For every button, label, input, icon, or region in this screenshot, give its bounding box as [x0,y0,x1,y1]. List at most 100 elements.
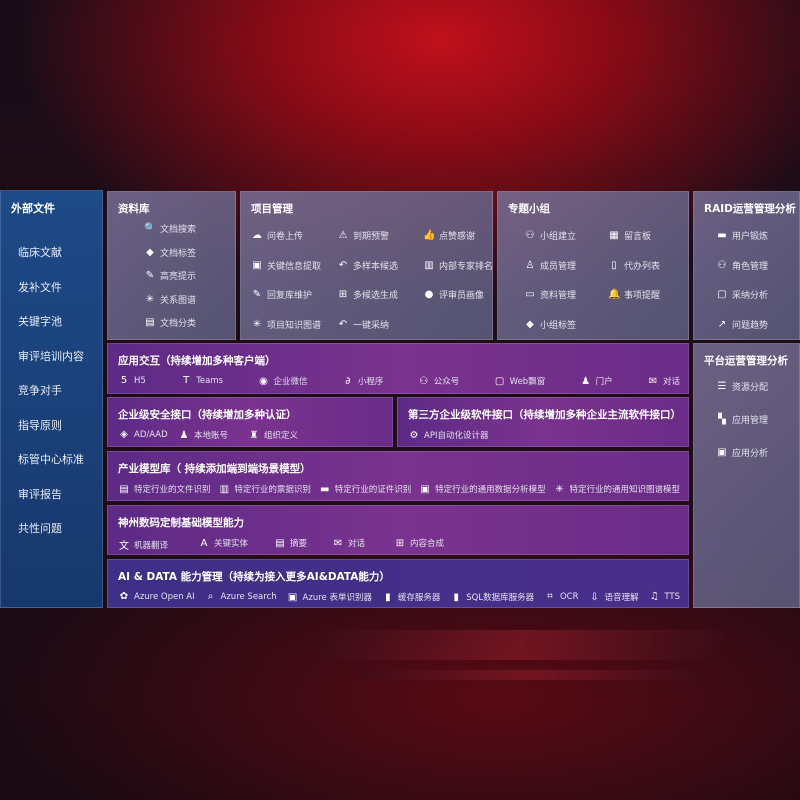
chat-icon: ✉ [333,537,343,549]
ai-item-label: 缓存服务器 [397,593,441,603]
item-回复库维护[interactable]: ✎ 回复库维护 [251,288,312,301]
item-高亮提示[interactable]: ✎ 高亮提示 [144,269,196,282]
item-Azure 表单识别器[interactable]: ▣ Azure 表单识别器 [287,591,372,604]
item-采纳分析[interactable]: ▢ 采纳分析 [716,288,768,301]
security-item-label: AD/AAD [134,429,168,440]
bell-icon: 🔔 [608,289,621,300]
item-关系图谱[interactable]: ✳ 关系图谱 [144,293,196,306]
item-AD/AAD[interactable]: ◈ AD/AAD [118,429,168,440]
item-小程序[interactable]: ∂ 小程序 [342,375,383,388]
panel-industry: 产业模型库（ 持续添加端到端场景模型） ▤ 特定行业的文件识别 ▥ 特定行业的票据识别 ▬… [107,451,689,501]
left-item[interactable]: 审评报告 [18,487,62,501]
app-item-label: 门户 [595,377,613,387]
item-特定行业的票据识别[interactable]: ▥ 特定行业的票据识别 [218,483,311,496]
project-item-label: 关键信息提取 [267,261,322,272]
item-Web飘窗[interactable]: ▢ Web飘窗 [494,375,545,388]
item-资源分配[interactable]: ☰ 资源分配 [716,380,769,393]
cache-icon: ▮ [385,591,391,603]
graph-icon: ✳ [555,483,564,495]
item-TTS[interactable]: ♫ TTS [648,591,680,602]
item-内容合成[interactable]: ⊞ 内容合成 [394,537,444,550]
industry-title: 产业模型库（ 持续添加端到端场景模型） [118,463,311,475]
item-内部专家排名[interactable]: ▥ 内部专家排名 [423,259,493,272]
panel-app: 应用交互（持续增加多种客户端） 5 H5 T Teams ◉ 企业微信 ∂ 小程序 ⚇ 公众号 ▢ We… [107,343,689,394]
left-item[interactable]: 指导原则 [18,418,62,432]
item-一键采纳[interactable]: ↶ 一键采纳 [337,318,389,331]
bbs-icon: ▦ [609,230,619,241]
left-item[interactable]: 标管中心标准 [18,453,84,466]
item-代办列表[interactable]: ▯ 代办列表 [608,259,660,272]
app-item-label: 企业微信 [273,377,308,387]
item-留言板[interactable]: ▦ 留言板 [608,229,651,242]
item-公众号[interactable]: ⚇ 公众号 [418,375,459,388]
item-关键信息提取[interactable]: ▣ 关键信息提取 [251,259,321,272]
left-item[interactable]: 临床文献 [18,246,62,259]
item-OCR[interactable]: ⌗ OCR [544,591,578,602]
item-特定行业的证件识别[interactable]: ▬ 特定行业的证件识别 [319,483,411,496]
item-特定行业的文件识别[interactable]: ▤ 特定行业的文件识别 [118,483,210,496]
item-问题趋势[interactable]: ↗ 问题趋势 [716,318,768,331]
platform-title: 平台运营管理分析 [704,355,788,367]
item-点赞感谢[interactable]: 👍 点赞感谢 [423,229,475,242]
item-API自动化设计器[interactable]: ⚙ API自动化设计器 [408,429,489,442]
panel-external-files: 外部文件临床文献发补文件关键字池审评培训内容 竞争对手指导原则标管中心标准 审评报告… [0,190,103,608]
left-item[interactable]: 发补文件 [18,280,62,294]
left-title: 外部文件 [11,202,55,215]
base-title: 神州数码定制基础模型能力 [118,517,244,529]
left-item[interactable]: 审评培训内容 [18,349,84,363]
item-摘要[interactable]: ▤ 摘要 [274,537,307,550]
item-成员管理[interactable]: ♙ 成员管理 [524,259,577,272]
item-小组建立[interactable]: ⚇ 小组建立 [524,229,577,242]
document-classify-icon: ▤ [145,317,155,328]
base-item-label: 关键实体 [214,539,249,549]
left-item[interactable]: 共性问题 [18,522,62,535]
project-item-label: 多候选生成 [353,291,399,301]
decor-bar [314,630,726,660]
left-item[interactable]: 关键字池 [18,315,62,328]
item-对话[interactable]: ✉ 对话 [647,375,680,388]
base-item-label: 对话 [348,539,366,549]
left-item[interactable]: 竞争对手 [18,384,62,397]
users-icon: ⚇ [717,259,727,271]
item-文档分类[interactable]: ▤ 文档分类 [144,316,196,329]
item-应用分析[interactable]: ▣ 应用分析 [716,446,768,459]
item-文档搜索[interactable]: 🔍 文档搜索 [144,222,196,235]
item-语音理解[interactable]: ⇩ 语音理解 [588,591,638,604]
item-评审员画像[interactable]: ● 评审员画像 [423,288,484,301]
wechat-icon: ◉ [259,375,268,387]
item-到期预警[interactable]: ⚠ 到期预警 [337,229,390,242]
third-title: 第三方企业级软件接口（持续增加多种企业主流软件接口） [408,409,681,421]
item-缓存服务器[interactable]: ▮ 缓存服务器 [382,591,441,604]
item-企业微信[interactable]: ◉ 企业微信 [257,375,308,388]
industry-item-label: 特定行业的通用知识图谱模型 [569,485,680,495]
item-关键实体[interactable]: A 关键实体 [198,537,249,550]
item-SQL数据库服务器[interactable]: ▮ SQL数据库服务器 [450,591,535,604]
item-组织定义[interactable]: ♜ 组织定义 [248,429,299,442]
sql-icon: ▮ [453,591,460,603]
item-对话[interactable]: ✉ 对话 [332,537,366,550]
item-应用管理[interactable]: ▚ 应用管理 [716,413,768,426]
checklist-icon: ☰ [717,381,727,392]
item-文档标签[interactable]: ◆ 文档标签 [144,246,196,259]
industry-item-label: 特定行业的通用数据分析模型 [435,485,546,495]
file-icon: ▤ [119,483,129,495]
item-Teams[interactable]: T Teams [180,375,223,386]
item-特定行业的通用数据分析模型[interactable]: ▣ 特定行业的通用数据分析模型 [419,483,546,496]
item-事项提醒[interactable]: 🔔 事项提醒 [608,288,660,301]
item-角色管理[interactable]: ⚇ 角色管理 [716,259,769,272]
item-Azure Search[interactable]: ⌕ Azure Search [205,591,277,602]
item-机器翻译[interactable]: 文机器翻译 [118,537,168,553]
item-门户[interactable]: ♟ 门户 [580,375,613,388]
item-问卷上传[interactable]: ☁ 问卷上传 [251,229,303,242]
item-多候选生成[interactable]: ⊞ 多候选生成 [337,288,398,301]
item-项目知识图谱[interactable]: ✳ 项目知识图谱 [251,318,321,331]
item-用户锻炼[interactable]: ▬ 用户锻炼 [716,229,768,242]
item-多样本候选[interactable]: ↶ 多样本候选 [337,259,398,272]
item-H5[interactable]: 5 H5 [118,375,146,386]
item-本地账号[interactable]: ♟ 本地账号 [178,429,229,442]
item-特定行业的通用知识图谱模型[interactable]: ✳ 特定行业的通用知识图谱模型 [553,483,680,496]
item-Azure Open AI[interactable]: ✿ Azure Open AI [118,591,195,602]
extract-icon: ▣ [252,259,262,271]
item-资料管理[interactable]: ▭ 资料管理 [524,288,576,301]
item-小组标签[interactable]: ◆ 小组标签 [524,318,576,331]
